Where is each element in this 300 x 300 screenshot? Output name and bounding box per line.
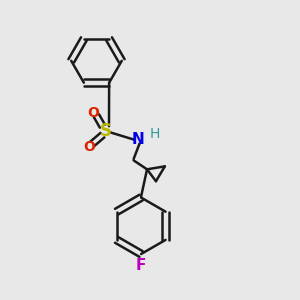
Text: N: N — [132, 132, 145, 147]
Text: H: H — [149, 127, 160, 141]
Text: S: S — [99, 122, 111, 140]
Text: F: F — [136, 259, 146, 274]
Text: O: O — [88, 106, 100, 120]
Text: O: O — [83, 140, 95, 154]
